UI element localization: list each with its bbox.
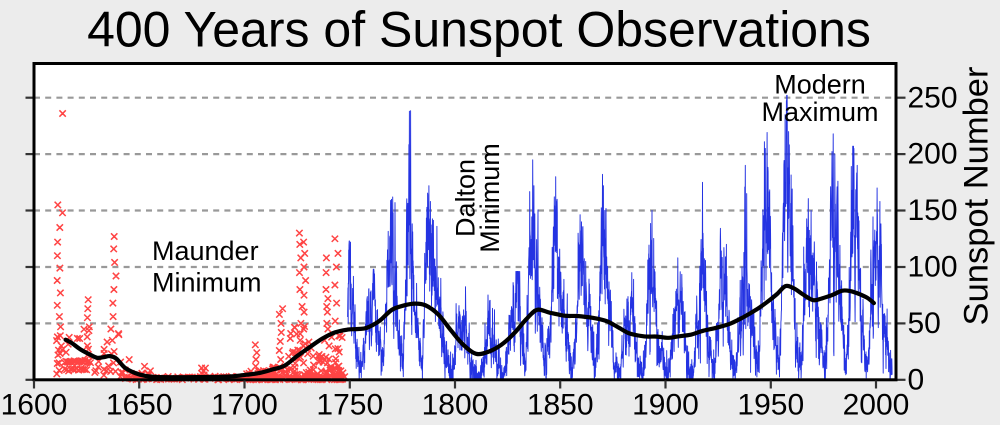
- svg-text:1750: 1750: [316, 388, 383, 421]
- svg-text:50: 50: [908, 307, 941, 340]
- svg-text:1950: 1950: [737, 388, 804, 421]
- svg-text:400 Years of Sunspot Observati: 400 Years of Sunspot Observations: [87, 2, 871, 58]
- svg-text:1700: 1700: [211, 388, 278, 421]
- svg-text:1600: 1600: [1, 388, 68, 421]
- svg-text:2000: 2000: [843, 388, 910, 421]
- svg-text:Modern: Modern: [774, 69, 866, 99]
- svg-text:1850: 1850: [527, 388, 594, 421]
- svg-text:100: 100: [908, 251, 958, 284]
- svg-text:150: 150: [908, 194, 958, 227]
- svg-text:250: 250: [908, 81, 958, 114]
- svg-text:Minimum: Minimum: [152, 268, 262, 298]
- svg-text:Minimum: Minimum: [475, 143, 505, 253]
- svg-text:Maunder: Maunder: [152, 236, 259, 266]
- svg-text:Sunspot Number: Sunspot Number: [958, 67, 996, 326]
- svg-text:200: 200: [908, 138, 958, 171]
- svg-text:Maximum: Maximum: [761, 97, 878, 127]
- svg-text:1800: 1800: [422, 388, 489, 421]
- svg-text:0: 0: [908, 363, 925, 396]
- svg-text:1650: 1650: [106, 388, 173, 421]
- svg-text:1900: 1900: [632, 388, 699, 421]
- svg-text:Dalton: Dalton: [451, 159, 481, 237]
